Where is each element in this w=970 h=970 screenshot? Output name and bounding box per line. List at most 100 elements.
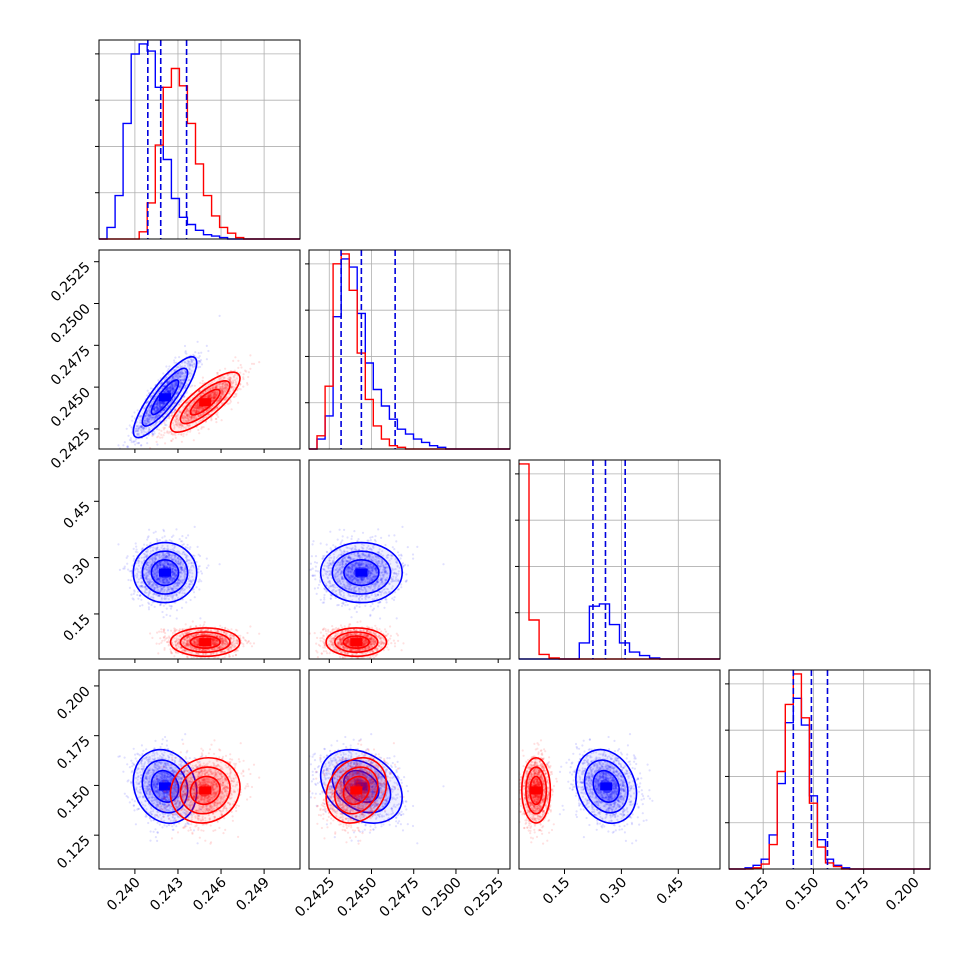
scatter-point xyxy=(178,385,181,388)
scatter-point xyxy=(145,422,148,426)
scatter-point xyxy=(193,410,196,413)
scatter-point xyxy=(162,384,165,387)
scatter-point xyxy=(142,427,145,430)
scatter-point xyxy=(174,401,177,405)
scatter-point xyxy=(174,407,177,410)
scatter-point xyxy=(174,436,177,439)
scatter-point xyxy=(161,436,164,439)
scatter-point xyxy=(146,419,149,422)
scatter-point xyxy=(152,391,155,394)
scatter-point xyxy=(142,427,145,430)
scatter-point xyxy=(164,402,167,405)
scatter-point xyxy=(178,376,181,379)
scatter-point xyxy=(136,433,139,437)
scatter-point xyxy=(232,379,235,382)
scatter-point xyxy=(148,404,152,407)
scatter-point xyxy=(190,416,193,419)
scatter-point xyxy=(181,372,184,375)
scatter-point xyxy=(170,389,173,392)
scatter-point xyxy=(197,414,200,418)
scatter-point xyxy=(162,402,166,406)
scatter-point xyxy=(179,399,183,402)
scatter-point xyxy=(223,388,226,391)
scatter-point xyxy=(154,409,157,412)
scatter-point xyxy=(191,409,194,412)
scatter-point xyxy=(171,414,174,417)
scatter-point xyxy=(137,597,140,600)
scatter-point xyxy=(144,431,147,434)
scatter-point xyxy=(179,371,182,374)
scatter-point xyxy=(197,352,200,355)
scatter-point xyxy=(175,372,178,375)
scatter-point xyxy=(140,425,143,428)
scatter-point xyxy=(184,412,187,415)
scatter-point xyxy=(177,410,180,413)
scatter-point xyxy=(183,395,186,398)
scatter-point xyxy=(195,409,198,412)
scatter-point xyxy=(153,411,156,414)
scatter-point xyxy=(179,423,183,426)
scatter-point xyxy=(196,403,200,406)
scatter-point xyxy=(165,607,168,610)
scatter-point xyxy=(166,417,169,420)
scatter-point xyxy=(139,424,143,427)
scatter-point xyxy=(182,414,185,417)
scatter-point xyxy=(190,415,193,418)
scatter-point xyxy=(179,372,182,375)
scatter-point xyxy=(196,405,199,408)
scatter-point xyxy=(163,639,166,642)
scatter-point xyxy=(148,415,151,418)
scatter-point xyxy=(193,409,196,412)
scatter-point xyxy=(223,656,226,659)
scatter-point xyxy=(184,412,187,415)
scatter-point xyxy=(139,444,143,447)
scatter-point xyxy=(156,405,159,408)
scatter-point xyxy=(196,407,199,410)
scatter-point xyxy=(143,430,146,433)
scatter-point xyxy=(212,394,215,397)
scatter-point xyxy=(213,379,216,382)
scatter-point xyxy=(155,405,158,408)
scatter-point xyxy=(187,365,190,368)
scatter-point xyxy=(186,410,190,413)
scatter-point xyxy=(148,417,151,420)
scatter-point xyxy=(230,386,233,389)
scatter-point xyxy=(175,374,178,377)
scatter-point xyxy=(146,418,149,421)
scatter-point xyxy=(156,407,159,410)
scatter-point xyxy=(175,381,178,385)
scatter-point xyxy=(215,417,218,421)
scatter-point xyxy=(137,424,140,427)
scatter-point xyxy=(190,360,194,363)
scatter-point xyxy=(186,383,189,386)
scatter-point xyxy=(201,379,204,382)
scatter-point xyxy=(166,641,169,644)
scatter-point xyxy=(152,418,155,421)
scatter-point xyxy=(232,376,236,379)
scatter-point xyxy=(186,414,189,417)
scatter-point xyxy=(163,421,166,425)
scatter-point xyxy=(166,636,169,640)
scatter-point xyxy=(166,388,169,391)
scatter-point xyxy=(188,363,191,366)
scatter-point xyxy=(179,375,182,378)
scatter-point xyxy=(145,412,148,415)
scatter-point xyxy=(140,430,143,433)
scatter-point xyxy=(133,417,136,420)
scatter-point xyxy=(170,439,173,442)
scatter-point xyxy=(214,391,217,394)
scatter-point xyxy=(204,406,207,409)
scatter-point xyxy=(191,620,194,623)
scatter-point xyxy=(188,413,191,416)
scatter-point xyxy=(152,417,155,420)
scatter-point xyxy=(159,404,162,407)
scatter-point xyxy=(157,414,161,417)
scatter-point xyxy=(200,413,203,416)
scatter-point xyxy=(151,400,154,403)
scatter-point xyxy=(201,406,204,409)
scatter-point xyxy=(166,376,169,379)
scatter-point xyxy=(162,402,165,405)
scatter-point xyxy=(149,416,152,419)
scatter-point xyxy=(197,580,200,583)
scatter-point xyxy=(172,388,175,391)
